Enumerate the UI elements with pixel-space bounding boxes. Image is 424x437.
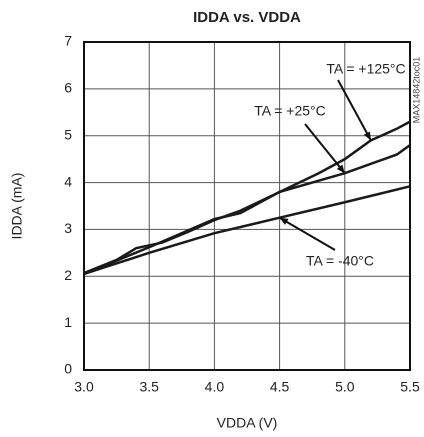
y-tick-label: 2	[64, 267, 72, 283]
arrow-head	[363, 131, 371, 141]
arrow-head	[279, 217, 289, 225]
x-axis-label: VDDA (V)	[217, 415, 278, 431]
y-tick-label: 0	[64, 361, 72, 377]
x-tick-label: 5.0	[335, 379, 355, 395]
chart-title: IDDA vs. VDDA	[193, 9, 301, 26]
x-tick-label: 5.5	[400, 379, 420, 395]
y-tick-label: 5	[64, 126, 72, 142]
series-label: TA = +125°C	[326, 61, 405, 77]
x-tick-label: 4.0	[205, 379, 225, 395]
y-axis-label: IDDA (mA)	[9, 173, 25, 240]
y-tick-label: 6	[64, 80, 72, 96]
label-arrow	[304, 123, 346, 174]
x-tick-label: 4.5	[270, 379, 290, 395]
arrow-head	[336, 164, 345, 174]
y-tick-label: 3	[64, 220, 72, 236]
y-tick-label: 7	[64, 33, 72, 49]
label-arrow	[279, 216, 336, 251]
plot-border	[83, 41, 411, 371]
y-tick-label: 4	[64, 173, 72, 189]
series-label: TA = -40°C	[306, 253, 374, 269]
label-arrow	[337, 79, 372, 141]
side-label: MAX14842toc01	[411, 57, 421, 124]
x-tick-label: 3.0	[74, 379, 94, 395]
series-label: TA = +25°C	[254, 103, 326, 119]
y-tick-label: 1	[64, 314, 72, 330]
series-line	[83, 144, 411, 276]
x-tick-label: 3.5	[139, 379, 159, 395]
series-line	[83, 185, 411, 276]
